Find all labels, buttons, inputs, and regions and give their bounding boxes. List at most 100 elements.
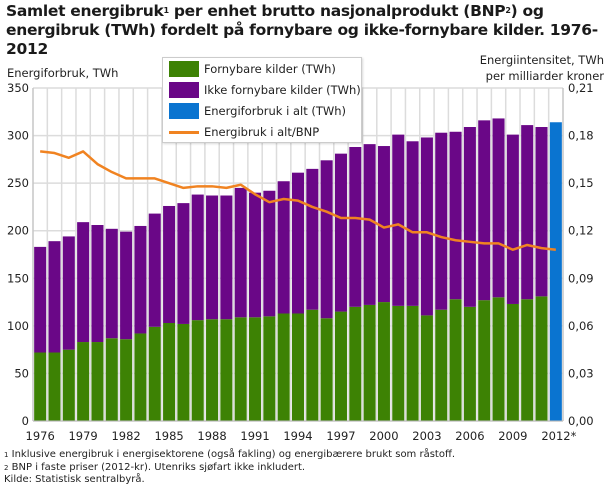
bar-renewable-1996 (320, 318, 333, 421)
bar-renewable-1979 (77, 342, 90, 421)
x-tick-label: 2003 (412, 429, 441, 443)
legend-label: Ikke fornybare kilder (TWh) (204, 83, 361, 97)
bar-renewable-2005 (449, 299, 462, 421)
legend-item-nonrenewable[interactable]: Ikke fornybare kilder (TWh) (169, 80, 361, 100)
bar-renewable-2008 (492, 297, 505, 421)
bar-nonrenewable-1997 (334, 153, 347, 312)
bar-nonrenewable-2005 (449, 131, 462, 300)
right-tick-label: 0,03 (568, 366, 594, 380)
bar-renewable-1981 (105, 338, 118, 421)
footnote-text: BNP i faste priser (2012-kr). Utenriks s… (8, 461, 306, 473)
bar-nonrenewable-2006 (463, 127, 476, 307)
bar-nonrenewable-1984 (148, 213, 161, 327)
legend-item-renewable[interactable]: Fornybare kilder (TWh) (169, 59, 361, 79)
bar-renewable-2007 (478, 300, 491, 421)
bar-nonrenewable-1988 (206, 195, 219, 320)
bar-renewable-1977 (48, 352, 61, 421)
legend-item-total[interactable]: Energiforbruk i alt (TWh) (169, 101, 361, 121)
bar-nonrenewable-1994 (291, 172, 305, 314)
title-footnote-mark: 2 (505, 6, 511, 15)
right-tick-label: 0,18 (568, 129, 594, 143)
bar-nonrenewable-1987 (191, 194, 204, 321)
bar-renewable-1999 (363, 304, 376, 421)
left-tick-label: 0 (22, 414, 29, 428)
bar-nonrenewable-2003 (420, 137, 433, 316)
bar-nonrenewable-1990 (234, 187, 247, 318)
bar-nonrenewable-1978 (62, 236, 75, 350)
bar-renewable-1976 (34, 352, 47, 421)
bar-renewable-2002 (406, 305, 419, 421)
x-tick-label: 2000 (369, 429, 398, 443)
x-tick-label: 1994 (283, 429, 312, 443)
bar-renewable-2006 (463, 306, 476, 421)
bar-renewable-2003 (420, 315, 433, 421)
left-tick-label: 350 (7, 81, 29, 95)
x-tick-label: 1985 (154, 429, 183, 443)
legend-swatch (169, 61, 199, 77)
bar-nonrenewable-1981 (105, 228, 118, 339)
title-text: ) og (510, 2, 544, 20)
legend-swatch (169, 103, 199, 119)
bar-renewable-1994 (291, 313, 305, 421)
legend-label: Fornybare kilder (TWh) (204, 62, 336, 76)
bar-renewable-1991 (249, 317, 262, 421)
bar-renewable-1984 (148, 326, 161, 421)
left-tick-label: 250 (7, 176, 29, 190)
bar-nonrenewable-1993 (277, 181, 290, 314)
legend-line-swatch (169, 130, 199, 134)
bar-nonrenewable-2011 (535, 127, 548, 297)
right-tick-label: 0,21 (568, 81, 594, 95)
chart-title: Samlet energibruk1 per enhet brutto nasj… (6, 2, 610, 59)
bar-renewable-1983 (134, 333, 147, 421)
source-note: Kilde: Statistisk sentralbyrå. (4, 474, 145, 485)
bar-renewable-1995 (306, 309, 319, 421)
left-tick-label: 300 (7, 129, 29, 143)
right-axis-label: Energiintensitet, TWh per milliarder kro… (480, 52, 604, 84)
left-tick-label: 200 (7, 224, 29, 238)
bar-renewable-2004 (435, 309, 448, 421)
bar-renewable-1978 (62, 349, 75, 421)
title-text: per enhet brutto nasjonalprodukt (BNP (168, 2, 506, 20)
bar-renewable-1982 (120, 339, 133, 421)
bar-renewable-2009 (506, 303, 519, 421)
footnote-text: Inklusive energibruk i energisektorene (… (8, 449, 456, 460)
right-axis-label-line1: Energiintensitet, TWh (479, 53, 604, 67)
bar-renewable-1987 (191, 320, 204, 421)
legend-item-intensity[interactable]: Energibruk i alt/BNP (169, 122, 361, 142)
right-tick-label: 0,12 (568, 224, 594, 238)
bar-nonrenewable-2000 (377, 146, 390, 303)
bar-renewable-1985 (163, 323, 176, 421)
bar-nonrenewable-2010 (521, 125, 534, 300)
right-tick-label: 0,00 (568, 414, 594, 428)
bar-nonrenewable-2007 (478, 120, 491, 301)
legend-label: Energibruk i alt/BNP (204, 125, 320, 139)
left-tick-label: 100 (7, 319, 29, 333)
right-tick-label: 0,09 (568, 271, 594, 285)
bar-nonrenewable-2009 (506, 134, 519, 304)
bar-nonrenewable-1985 (163, 205, 176, 324)
bar-nonrenewable-1976 (34, 246, 47, 353)
bar-renewable-2010 (521, 299, 534, 421)
bar-renewable-1997 (334, 311, 347, 421)
right-axis-label-line2: per milliarder kroner (485, 69, 604, 83)
x-tick-label: 1979 (68, 429, 97, 443)
bar-nonrenewable-1980 (91, 225, 104, 343)
title-footnote-mark: 1 (163, 6, 170, 15)
bar-renewable-1980 (91, 342, 104, 421)
bar-renewable-1993 (277, 313, 290, 421)
bar-nonrenewable-1989 (220, 195, 233, 320)
bar-total-2012 (549, 122, 562, 421)
title-text-line2: energibruk (TWh) fordelt på fornybare og… (6, 21, 598, 58)
bar-renewable-2000 (377, 302, 390, 421)
left-axis-label: Energiforbruk, TWh (7, 66, 119, 80)
bar-nonrenewable-1979 (77, 222, 90, 343)
footnote-mark: 2 (4, 463, 9, 472)
bar-nonrenewable-2001 (392, 134, 405, 306)
right-tick-label: 0,15 (568, 176, 594, 190)
x-tick-label: 1988 (197, 429, 226, 443)
bar-renewable-1990 (234, 317, 247, 421)
x-tick-label: 1997 (326, 429, 355, 443)
footnote-mark: 1 (4, 451, 9, 459)
bar-nonrenewable-1977 (48, 241, 61, 353)
